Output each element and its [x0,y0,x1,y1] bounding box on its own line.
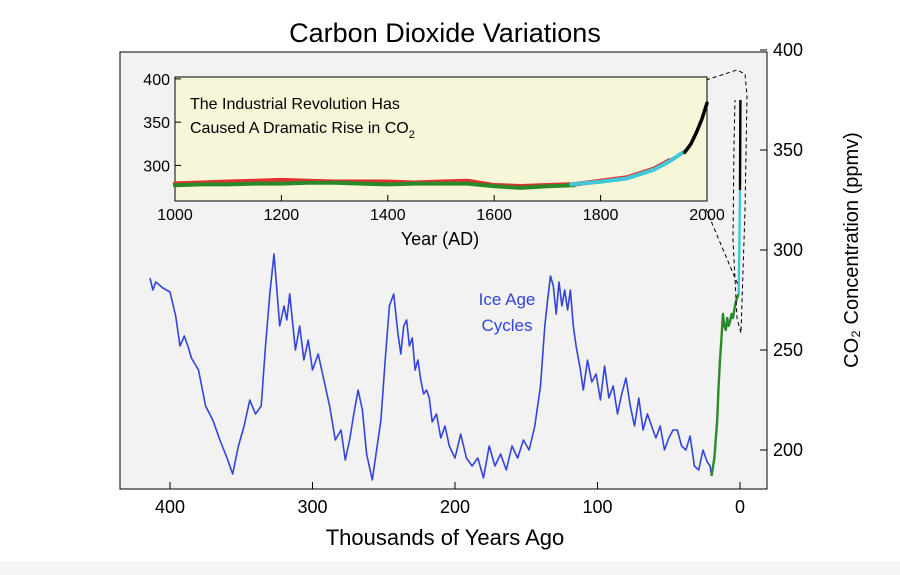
inset-x-axis-label: Year (AD) [401,229,479,249]
main-y-tick-label: 400 [773,40,803,60]
inset-axes: 1000 1200 1400 1600 1800 2000 300 350 400 [143,72,725,224]
ice-age-label-line2: Cycles [481,316,532,335]
inset-x-tick-label: 1800 [583,207,619,224]
main-x-tick-label: 200 [440,497,470,517]
inset-series-line-3 [682,101,709,155]
inset-x-tick-label: 2000 [689,207,725,224]
co2-chart: Carbon Dioxide Variations 400 300 200 100 02… [119,18,863,550]
main-y-tick-label: 250 [773,340,803,360]
inset-y-tick-label: 400 [143,72,170,89]
inset-series [172,101,709,190]
footer-strip [0,561,900,575]
main-series-line-2 [737,189,742,295]
inset-x-tick-label: 1200 [264,207,300,224]
main-series [149,99,742,481]
main-x-tick-label: 400 [155,497,185,517]
main-series-line-1 [710,293,740,477]
inset-title-line1: The Industrial Revolution Has [190,96,400,113]
ice-age-label-line1: Ice Age [479,290,536,309]
inset-y-tick-label: 300 [143,158,170,175]
inset-x-tick-label: 1600 [476,207,512,224]
main-x-tick-label: 100 [582,497,612,517]
main-y-tick-label: 300 [773,240,803,260]
chart-title: Carbon Dioxide Variations [289,18,601,48]
inset-x-tick-label: 1000 [157,207,193,224]
main-y-tick-label: 200 [773,440,803,460]
inset-title-line2: Caused A Dramatic Rise in CO2 [190,120,415,141]
main-x-tick-label: 300 [297,497,327,517]
main-x-axis-label: Thousands of Years Ago [326,525,565,550]
zoom-connector [705,69,748,334]
main-y-tick-label: 350 [773,140,803,160]
inset-series-line-1 [173,180,576,190]
inset-series-line-2 [569,148,688,187]
main-series-line-0 [149,253,713,481]
inset-y-tick-label: 350 [143,115,170,132]
main-x-tick-label: 0 [735,497,745,517]
inset-x-tick-label: 1400 [370,207,406,224]
main-y-axis-label: CO₂ Concentration (ppmv) [841,132,863,368]
